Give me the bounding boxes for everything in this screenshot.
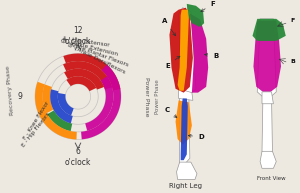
Text: D: D [188, 134, 204, 140]
Polygon shape [35, 82, 77, 140]
Text: F - Knee Flexor: F - Knee Flexor [22, 101, 50, 141]
Polygon shape [257, 19, 276, 97]
Text: E: E [165, 56, 180, 69]
Text: A - Hip Extensor: A - Hip Extensor [62, 36, 110, 48]
Text: Power Phase: Power Phase [144, 77, 149, 116]
Polygon shape [50, 89, 73, 123]
Text: F: F [290, 18, 295, 23]
Text: Power Phase: Power Phase [155, 79, 160, 114]
Polygon shape [262, 92, 273, 104]
Polygon shape [254, 20, 281, 92]
Text: Front View: Front View [257, 176, 286, 181]
Text: 9: 9 [17, 92, 22, 101]
Polygon shape [180, 95, 190, 164]
Polygon shape [85, 76, 113, 131]
Polygon shape [187, 4, 204, 27]
Text: B: B [205, 53, 218, 59]
Polygon shape [177, 162, 197, 179]
Text: E - Hip Flexors: E - Hip Flexors [21, 111, 51, 148]
Polygon shape [63, 61, 112, 89]
Polygon shape [178, 10, 189, 91]
Text: B: B [290, 59, 296, 64]
Polygon shape [178, 8, 196, 95]
Polygon shape [178, 89, 193, 100]
Text: C: C [164, 107, 177, 118]
Polygon shape [169, 8, 193, 93]
Polygon shape [63, 53, 120, 90]
Polygon shape [262, 95, 272, 155]
Text: C - Ankle Plantar Flexors: C - Ankle Plantar Flexors [59, 38, 129, 67]
Polygon shape [47, 110, 72, 131]
Text: F: F [201, 1, 215, 12]
Polygon shape [260, 151, 276, 168]
Polygon shape [190, 14, 208, 93]
Polygon shape [66, 76, 96, 91]
Text: B - Ankle Extension: B - Ankle Extension [62, 38, 118, 56]
Polygon shape [64, 69, 104, 90]
Polygon shape [181, 98, 188, 160]
Text: Right Leg: Right Leg [169, 183, 202, 189]
Polygon shape [43, 84, 53, 113]
Text: 12
o'clock: 12 o'clock [65, 26, 91, 46]
Polygon shape [253, 19, 286, 41]
Polygon shape [176, 100, 192, 145]
Text: 6
o'clock: 6 o'clock [65, 147, 91, 167]
Polygon shape [58, 93, 74, 115]
Text: D - Ankle Dorsiflexors: D - Ankle Dorsiflexors [67, 42, 126, 74]
Polygon shape [81, 65, 121, 139]
Text: A: A [162, 18, 176, 36]
Text: Recovery Phase: Recovery Phase [5, 65, 15, 116]
